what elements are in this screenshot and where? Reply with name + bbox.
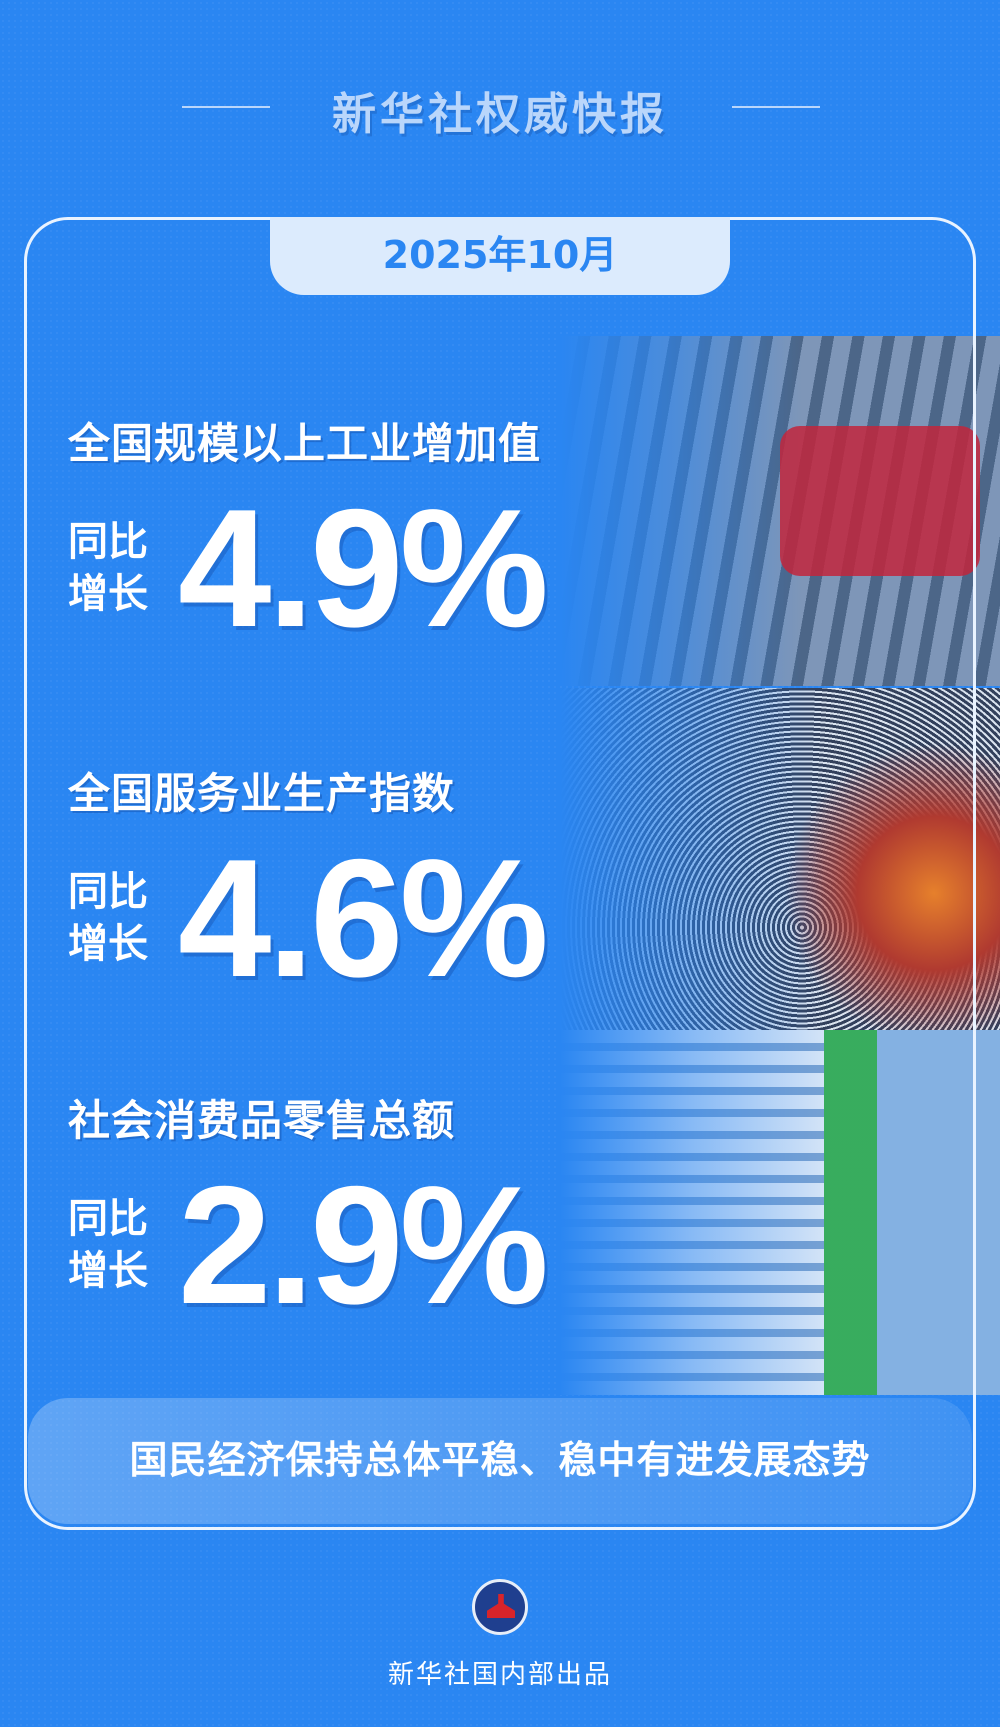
yoy-label: 同比 增长 [68, 1196, 148, 1294]
supermarket-photo [560, 1030, 1000, 1395]
summary-banner: 国民经济保持总体平稳、稳中有进发展态势 [28, 1398, 972, 1524]
section-heading: 全国规模以上工业增加值 [68, 419, 542, 468]
street-crowd-photo [560, 688, 1000, 1030]
growth-value: 4.6% [178, 824, 549, 1012]
section-services: 全国服务业生产指数 同比 增长 4.6% [68, 760, 549, 1012]
yoy-label: 同比 增长 [68, 869, 148, 967]
section-retail: 社会消费品零售总额 同比 增长 2.9% [68, 1087, 549, 1339]
page-title: 新华社权威快报 [332, 89, 668, 140]
section-industrial: 全国规模以上工业增加值 同比 增长 4.9% [68, 410, 549, 662]
growth-value: 2.9% [178, 1151, 549, 1339]
date-tab: 2025年10月 [270, 217, 730, 295]
title-divider-left [182, 106, 270, 108]
growth-value: 4.9% [178, 474, 549, 662]
xinhua-logo-icon [472, 1579, 528, 1635]
yoy-label: 同比 增长 [68, 519, 148, 617]
section-heading: 社会消费品零售总额 [68, 1096, 456, 1145]
footer-credit: 新华社国内部出品 [387, 1660, 612, 1690]
title-divider-right [732, 106, 820, 108]
section-heading: 全国服务业生产指数 [68, 769, 456, 818]
factory-photo [560, 336, 1000, 686]
